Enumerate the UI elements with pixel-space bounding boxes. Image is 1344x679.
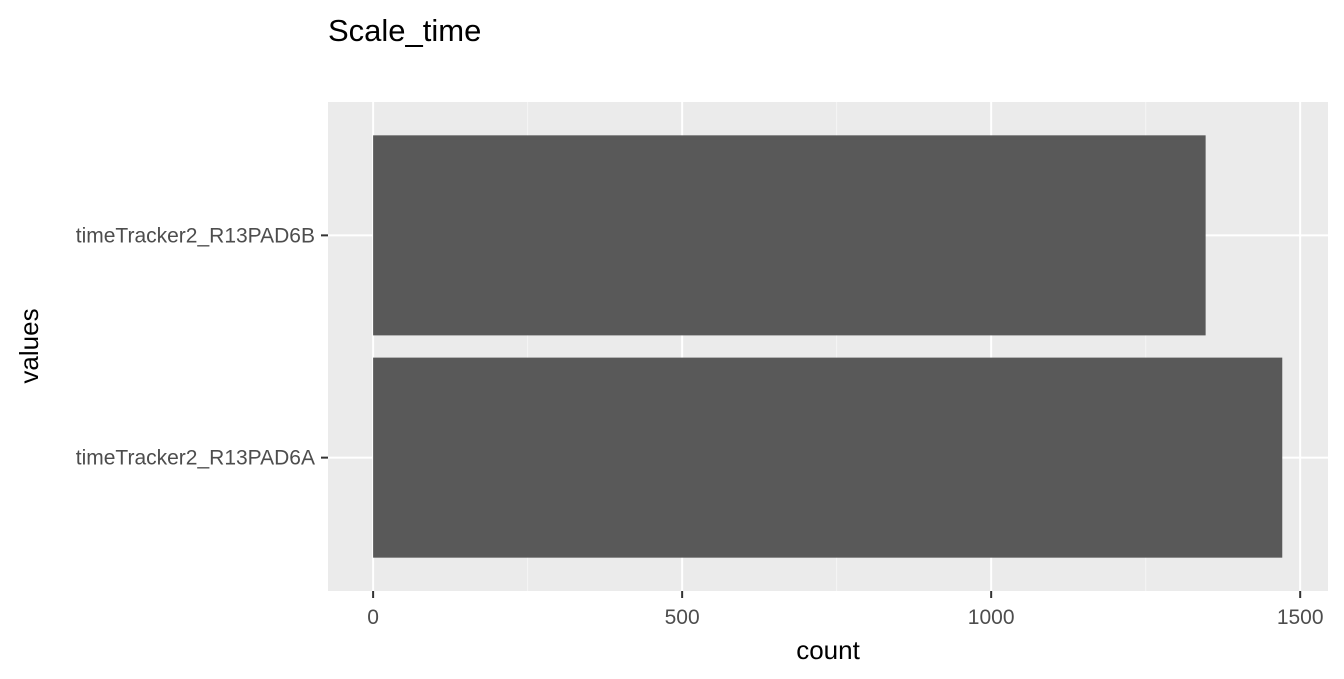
y-axis: timeTracker2_R13PAD6A timeTracker2_R13PAD… xyxy=(76,224,328,470)
chart-title: Scale_time xyxy=(328,13,481,48)
bars xyxy=(373,135,1283,558)
bar xyxy=(373,357,1283,558)
x-tick-label: 0 xyxy=(367,606,379,629)
x-tick-label: 1000 xyxy=(968,606,1015,629)
y-tick-label: timeTracker2_R13PAD6B xyxy=(76,224,315,247)
y-tick-label: timeTracker2_R13PAD6A xyxy=(76,447,315,470)
y-axis-title: values xyxy=(14,308,44,383)
bar xyxy=(373,135,1206,336)
x-tick-label: 500 xyxy=(665,606,700,629)
x-tick-label: 1500 xyxy=(1277,606,1324,629)
x-axis: 0 500 1000 1500 xyxy=(367,591,1324,629)
x-axis-title: count xyxy=(796,635,860,665)
